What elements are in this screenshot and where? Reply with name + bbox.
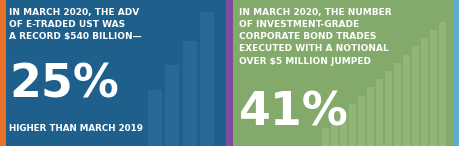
Bar <box>411 46 418 146</box>
Bar <box>357 96 364 146</box>
Bar <box>438 22 445 146</box>
Bar <box>200 12 213 146</box>
Text: HIGHER THAN MARCH 2019: HIGHER THAN MARCH 2019 <box>9 124 143 133</box>
Bar <box>384 71 391 146</box>
Bar <box>321 128 328 146</box>
Bar <box>183 41 196 146</box>
Bar <box>225 0 233 146</box>
Bar <box>233 0 459 146</box>
Bar <box>429 30 436 146</box>
Bar <box>375 79 382 146</box>
Bar <box>0 0 6 146</box>
Bar <box>366 87 373 146</box>
Bar <box>348 104 355 146</box>
Text: IN MARCH 2020, THE ADV
OF E-TRADED UST WAS
A RECORD $540 BILLION—: IN MARCH 2020, THE ADV OF E-TRADED UST W… <box>9 8 141 41</box>
Bar <box>453 0 459 146</box>
Text: 41%: 41% <box>239 91 348 136</box>
Bar <box>148 90 162 146</box>
Text: 25%: 25% <box>9 62 118 107</box>
Bar <box>420 38 427 146</box>
Bar <box>0 0 225 146</box>
Bar <box>165 65 179 146</box>
Bar <box>393 63 400 146</box>
Bar <box>330 120 337 146</box>
Bar <box>339 112 346 146</box>
Text: IN MARCH 2020, THE NUMBER
OF INVESTMENT-GRADE
CORPORATE BOND TRADES
EXECUTED WIT: IN MARCH 2020, THE NUMBER OF INVESTMENT-… <box>239 8 391 66</box>
Bar <box>402 55 409 146</box>
